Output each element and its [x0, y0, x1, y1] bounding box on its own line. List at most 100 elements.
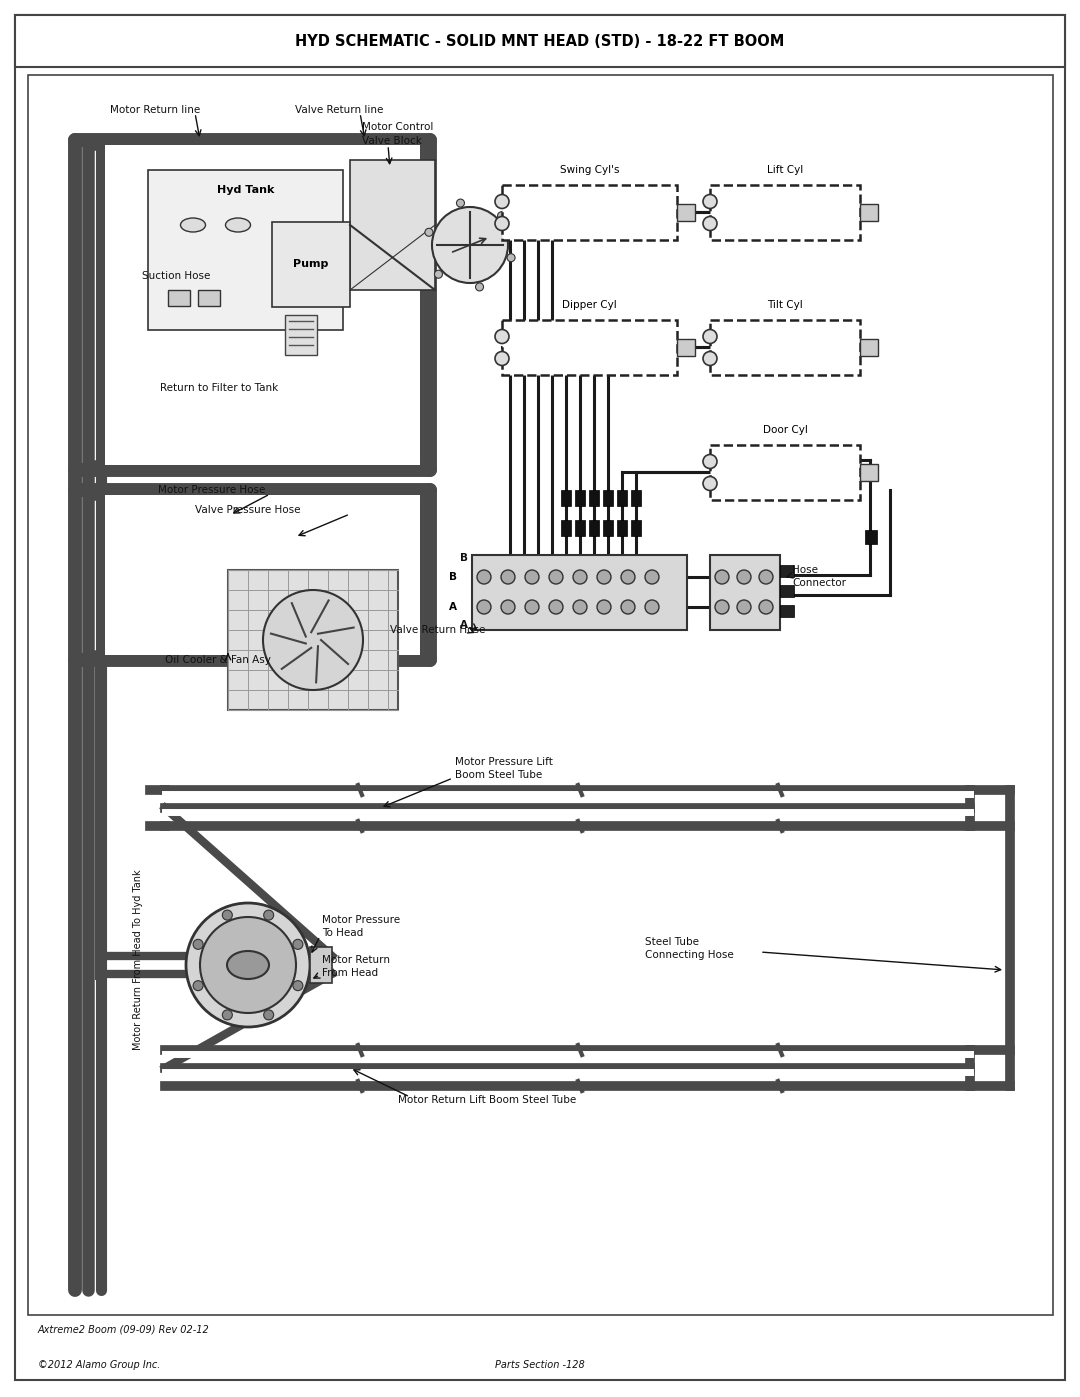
Circle shape — [457, 198, 464, 207]
Bar — [272, 222, 350, 307]
Bar — [589, 490, 599, 506]
Text: Connecting Hose: Connecting Hose — [645, 950, 733, 960]
Circle shape — [759, 570, 773, 584]
Bar — [28, 75, 1053, 1315]
Text: Parts Section -128: Parts Section -128 — [495, 1361, 585, 1370]
Circle shape — [193, 939, 203, 950]
Bar — [105, 145, 420, 465]
Circle shape — [501, 570, 515, 584]
Bar — [575, 490, 585, 506]
Circle shape — [508, 254, 515, 261]
Bar — [860, 464, 878, 481]
Text: Return to Filter to Tank: Return to Filter to Tank — [160, 383, 279, 393]
Circle shape — [621, 599, 635, 615]
Bar — [285, 314, 318, 355]
Circle shape — [621, 570, 635, 584]
Text: Motor Return Lift Boom Steel Tube: Motor Return Lift Boom Steel Tube — [399, 1095, 577, 1105]
Circle shape — [264, 1010, 273, 1020]
Bar — [310, 947, 332, 983]
Bar — [617, 520, 627, 536]
Circle shape — [495, 352, 509, 366]
Circle shape — [525, 599, 539, 615]
Bar — [105, 495, 420, 655]
Circle shape — [475, 284, 484, 291]
Circle shape — [715, 599, 729, 615]
Circle shape — [645, 570, 659, 584]
Bar — [603, 520, 613, 536]
Circle shape — [264, 909, 273, 921]
Bar — [710, 446, 860, 500]
Bar — [15, 15, 1065, 67]
Text: Valve Pressure Hose: Valve Pressure Hose — [195, 504, 300, 515]
Circle shape — [645, 599, 659, 615]
Bar — [865, 529, 877, 543]
Text: Swing Cyl's: Swing Cyl's — [559, 165, 619, 175]
Bar — [472, 555, 687, 630]
Text: Boom Steel Tube: Boom Steel Tube — [455, 770, 542, 780]
Text: B: B — [449, 571, 457, 583]
Circle shape — [432, 207, 508, 284]
Circle shape — [525, 570, 539, 584]
Bar — [502, 320, 677, 374]
Bar — [710, 184, 860, 240]
Circle shape — [715, 570, 729, 584]
Text: To Head: To Head — [322, 928, 363, 937]
Circle shape — [434, 270, 443, 278]
Text: Motor Pressure Lift: Motor Pressure Lift — [455, 757, 553, 767]
Bar — [710, 320, 860, 374]
Bar — [860, 204, 878, 221]
Ellipse shape — [180, 218, 205, 232]
Circle shape — [477, 570, 491, 584]
Bar — [603, 490, 613, 506]
Bar — [710, 555, 780, 630]
Text: Axtreme2 Boom (09-09) Rev 02-12: Axtreme2 Boom (09-09) Rev 02-12 — [38, 1324, 210, 1336]
Text: Door Cyl: Door Cyl — [762, 425, 808, 434]
Circle shape — [200, 916, 296, 1013]
Bar — [502, 184, 677, 240]
Text: Motor Return line: Motor Return line — [110, 105, 200, 115]
Text: Pump: Pump — [294, 258, 328, 270]
Text: Valve Block: Valve Block — [362, 136, 422, 147]
Text: Dipper Cyl: Dipper Cyl — [562, 300, 617, 310]
Circle shape — [737, 599, 751, 615]
Text: Steel Tube: Steel Tube — [645, 937, 699, 947]
Circle shape — [703, 454, 717, 468]
Circle shape — [424, 228, 433, 236]
Circle shape — [495, 194, 509, 208]
Circle shape — [549, 599, 563, 615]
Text: Motor Pressure: Motor Pressure — [322, 915, 400, 925]
Circle shape — [703, 330, 717, 344]
Bar — [168, 291, 190, 306]
Text: Connector: Connector — [792, 578, 846, 588]
Bar — [228, 570, 399, 710]
Circle shape — [222, 909, 232, 921]
Circle shape — [264, 590, 363, 690]
Text: A: A — [449, 602, 457, 612]
Circle shape — [703, 476, 717, 490]
Bar — [780, 564, 794, 577]
Circle shape — [573, 599, 588, 615]
Circle shape — [703, 352, 717, 366]
Bar — [780, 585, 794, 597]
Circle shape — [498, 212, 505, 219]
Bar — [617, 490, 627, 506]
Circle shape — [573, 570, 588, 584]
Circle shape — [737, 570, 751, 584]
Bar — [561, 490, 571, 506]
Text: Oil Cooler & Fan Asy: Oil Cooler & Fan Asy — [165, 655, 271, 665]
Bar — [677, 339, 696, 356]
Bar — [198, 291, 220, 306]
Bar — [575, 520, 585, 536]
Text: ©2012 Alamo Group Inc.: ©2012 Alamo Group Inc. — [38, 1361, 160, 1370]
Bar — [148, 170, 343, 330]
Text: Hyd Tank: Hyd Tank — [217, 184, 274, 196]
Circle shape — [703, 194, 717, 208]
Circle shape — [293, 939, 302, 950]
Circle shape — [477, 599, 491, 615]
Circle shape — [597, 599, 611, 615]
Bar — [631, 520, 642, 536]
Circle shape — [703, 217, 717, 231]
Bar — [631, 490, 642, 506]
Bar — [350, 161, 435, 291]
Text: Hose: Hose — [792, 564, 818, 576]
